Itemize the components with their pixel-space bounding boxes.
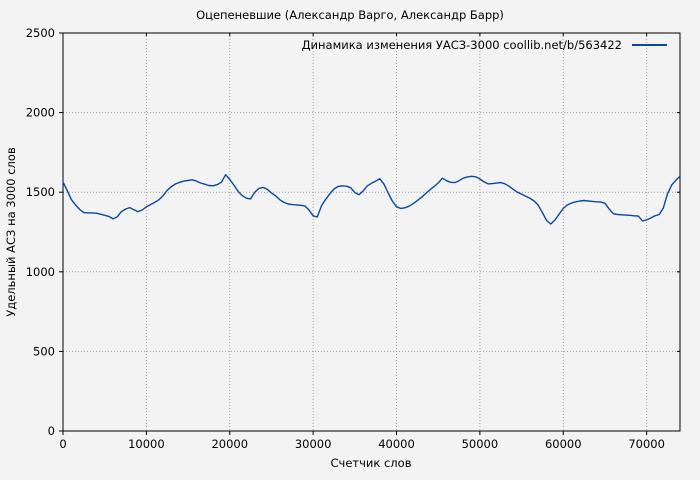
- x-tick-label: 50000: [462, 437, 499, 451]
- y-tick-label: 2000: [26, 106, 55, 120]
- x-tick-label: 10000: [128, 437, 165, 451]
- legend-label: Динамика изменения УАСЗ-3000 coollib.net…: [301, 38, 622, 52]
- y-tick-label: 0: [48, 424, 55, 438]
- x-tick-label: 30000: [295, 437, 332, 451]
- data-line: [62, 173, 681, 225]
- legend-line-swatch: [632, 44, 667, 46]
- x-tick-label: 20000: [211, 437, 248, 451]
- plot-border: [62, 32, 681, 432]
- chart-title: Оцепеневшие (Александр Варго, Александр …: [196, 8, 504, 22]
- x-axis-label: Счетчик слов: [330, 456, 412, 470]
- y-tick-label: 2500: [26, 26, 55, 40]
- y-axis-label: Удельный АСЗ на 3000 слов: [4, 147, 18, 317]
- x-tick-label: 70000: [628, 437, 665, 451]
- x-tick-label: 60000: [545, 437, 582, 451]
- y-tick-label: 1000: [26, 265, 55, 279]
- y-tick-label: 1500: [26, 185, 55, 199]
- x-tick-label: 0: [59, 437, 66, 451]
- y-tick-label: 500: [33, 344, 55, 358]
- x-tick-label: 40000: [378, 437, 415, 451]
- legend: Динамика изменения УАСЗ-3000 coollib.net…: [302, 38, 667, 52]
